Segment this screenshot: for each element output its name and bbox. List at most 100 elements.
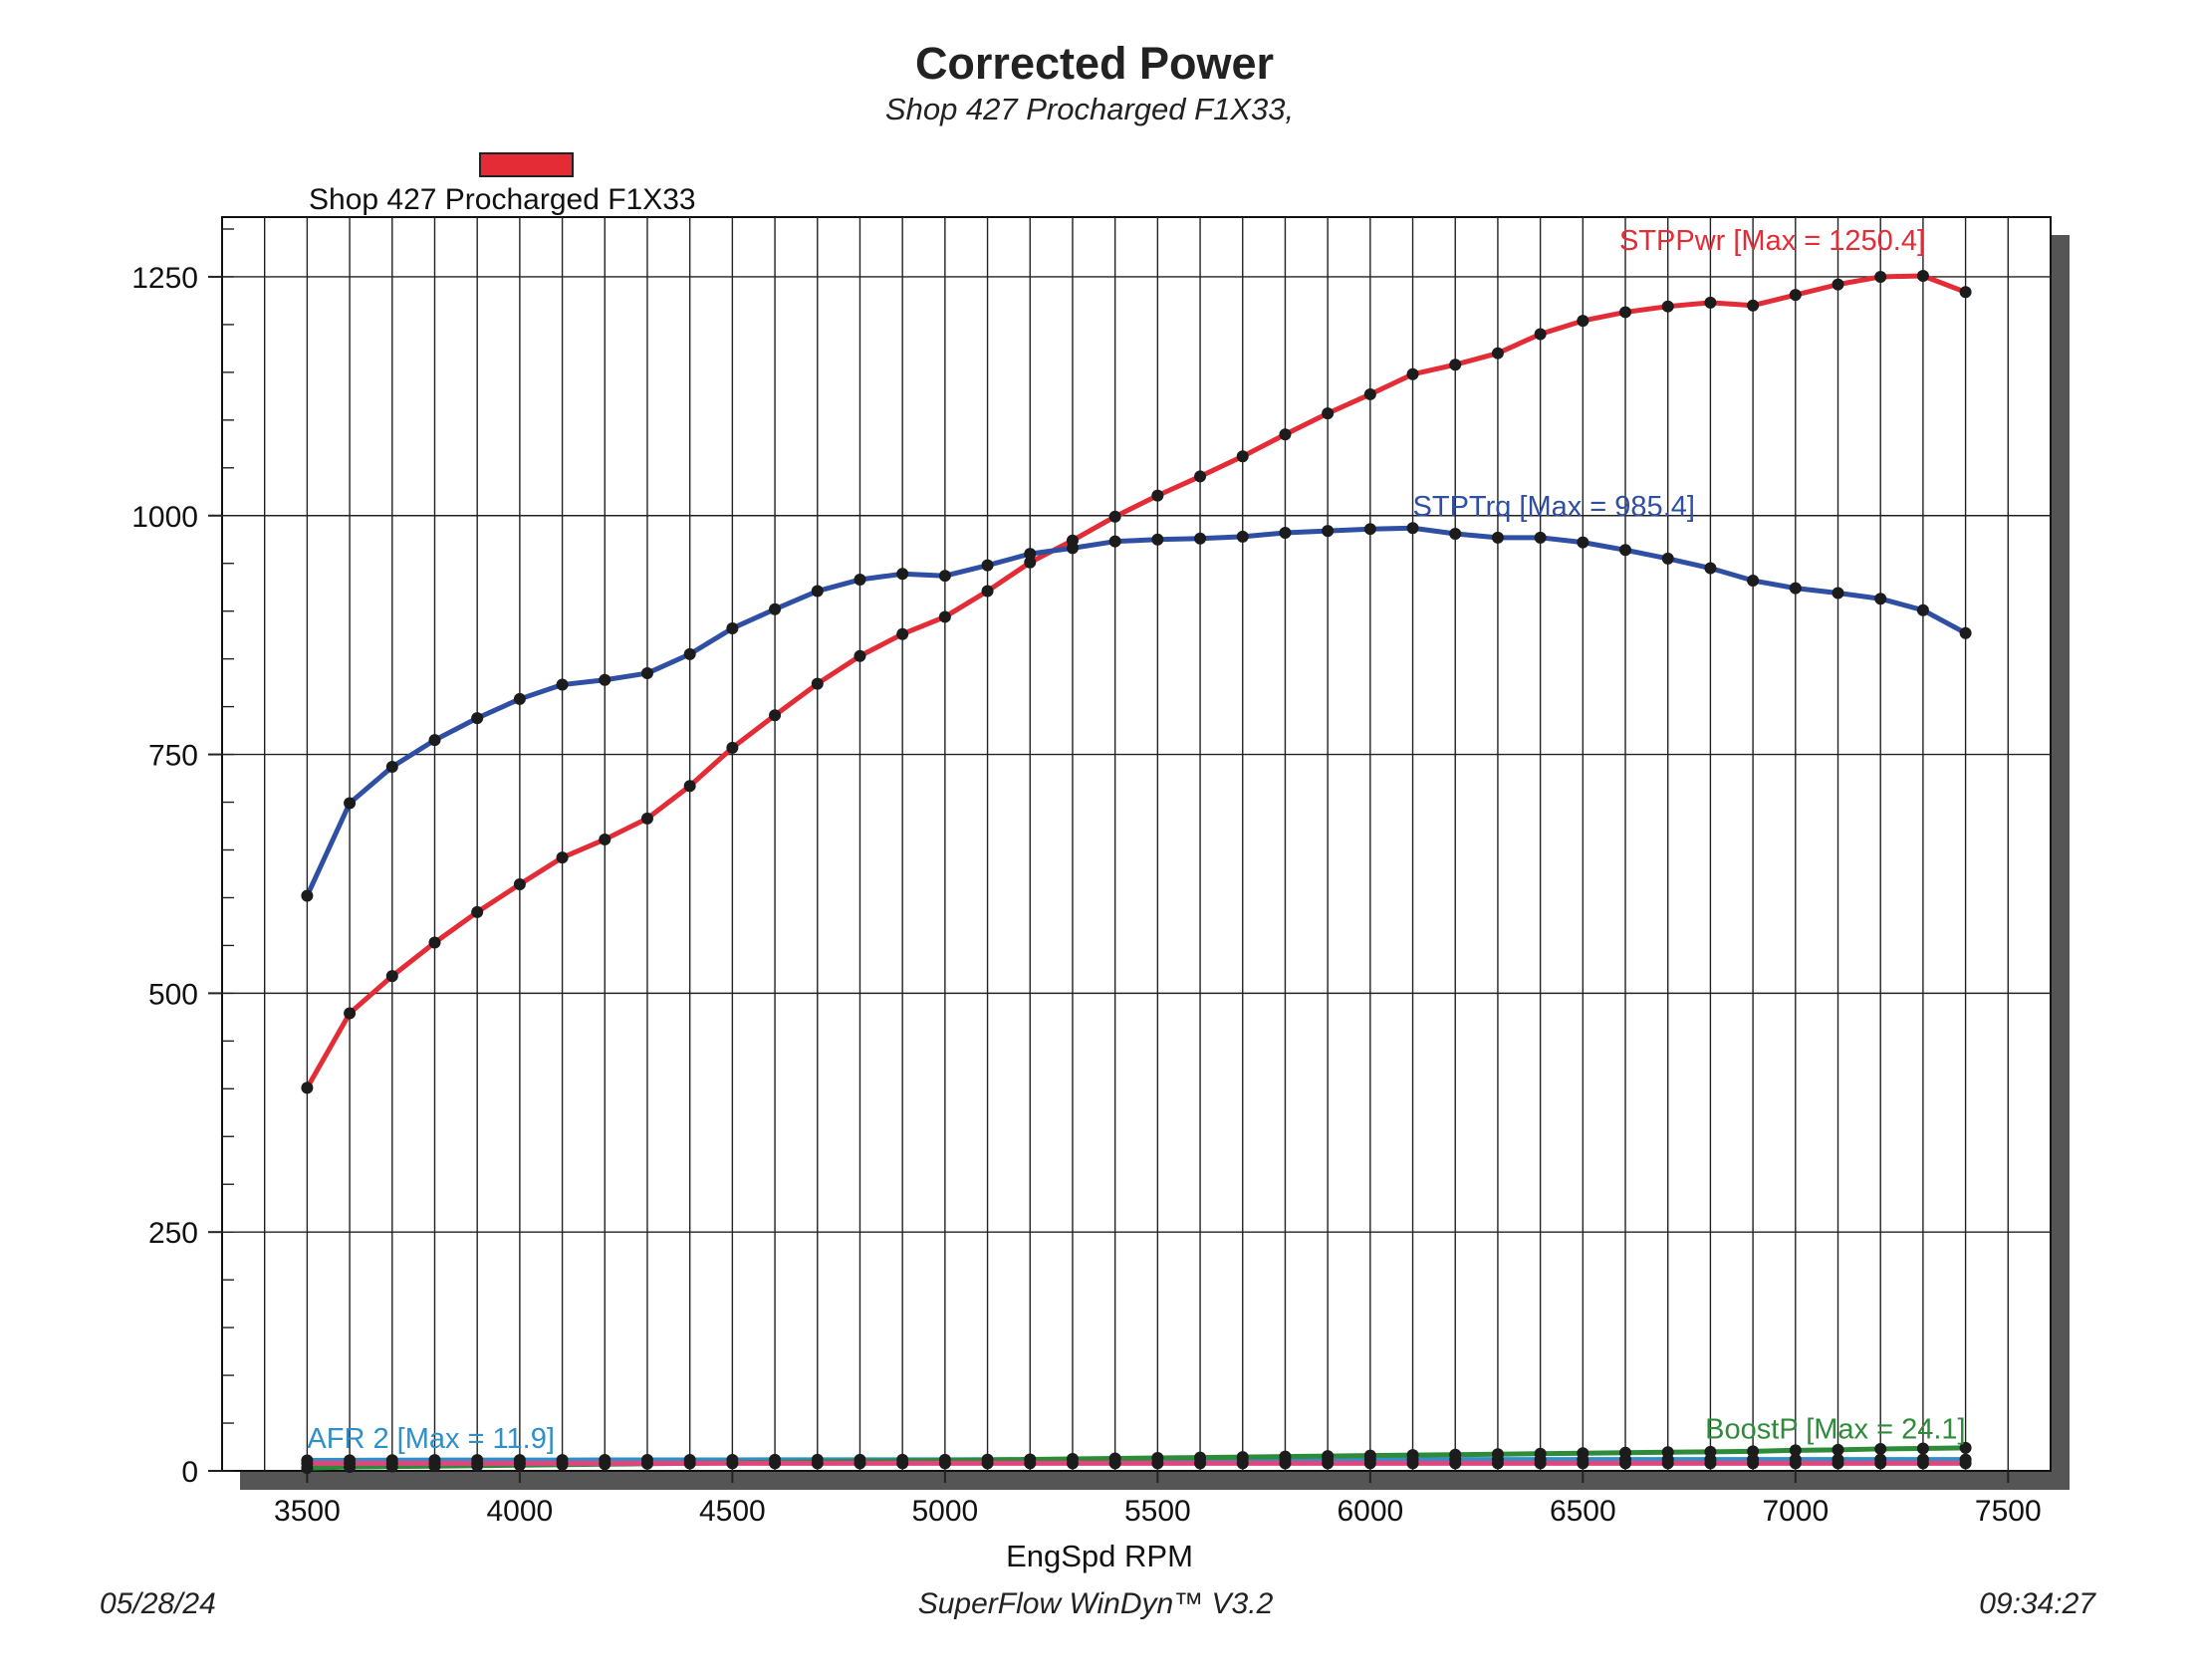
footer-date: 05/28/24 bbox=[100, 1587, 216, 1620]
data-point-low-trace bbox=[1661, 1457, 1674, 1470]
data-point-stptrq bbox=[1789, 582, 1802, 595]
data-point-stptrq bbox=[428, 734, 441, 747]
data-point-boostp bbox=[1747, 1445, 1760, 1458]
data-point-low-trace bbox=[1577, 1457, 1589, 1470]
data-point-low-trace bbox=[1363, 1457, 1376, 1470]
data-point-boostp bbox=[1577, 1447, 1589, 1460]
data-point-low-trace bbox=[1279, 1457, 1292, 1470]
data-point-stptrq bbox=[1704, 562, 1717, 575]
data-point-low-trace bbox=[1789, 1457, 1802, 1470]
x-tick-label: 7000 bbox=[1762, 1495, 1829, 1528]
data-point-stppwr bbox=[1874, 270, 1887, 283]
data-point-boostp bbox=[1491, 1448, 1504, 1461]
data-point-low-trace bbox=[896, 1457, 909, 1470]
y-tick-label: 500 bbox=[148, 978, 198, 1011]
data-point-low-trace bbox=[1108, 1457, 1121, 1470]
data-point-stptrq bbox=[854, 574, 866, 587]
x-tick-label: 5000 bbox=[911, 1495, 978, 1528]
data-point-stppwr bbox=[1406, 367, 1419, 380]
data-point-stptrq bbox=[1449, 527, 1462, 540]
data-point-low-trace bbox=[981, 1457, 994, 1470]
data-point-stppwr bbox=[1236, 450, 1249, 463]
x-tick-label: 5500 bbox=[1124, 1495, 1191, 1528]
series-line-stptrq bbox=[305, 525, 1967, 897]
data-point-stptrq bbox=[1363, 523, 1376, 536]
series bbox=[301, 269, 1972, 1475]
data-point-stptrq bbox=[556, 678, 569, 691]
data-point-stptrq bbox=[1194, 532, 1207, 545]
data-point-stptrq bbox=[938, 570, 951, 583]
data-point-low-trace bbox=[1322, 1457, 1335, 1470]
data-point-stptrq bbox=[1322, 525, 1335, 538]
data-point-boostp bbox=[1661, 1446, 1674, 1459]
data-point-stppwr bbox=[599, 833, 611, 845]
legend-swatch bbox=[479, 152, 574, 177]
annotations: STPPwr [Max = 1250.4] STPTrq [Max = 985.4… bbox=[307, 225, 1965, 1455]
data-point-low-trace bbox=[1491, 1457, 1504, 1470]
data-point-stptrq bbox=[1108, 535, 1121, 548]
data-point-stptrq bbox=[385, 761, 398, 774]
data-point-stppwr bbox=[1832, 278, 1844, 291]
data-point-stptrq bbox=[1874, 593, 1887, 605]
data-point-low-trace bbox=[726, 1457, 739, 1470]
data-point-stppwr bbox=[1491, 347, 1504, 360]
plot-area bbox=[221, 216, 2052, 1472]
data-point-boostp bbox=[1619, 1446, 1632, 1459]
data-point-boostp bbox=[1959, 1441, 1972, 1454]
data-point-low-trace bbox=[1151, 1457, 1164, 1470]
data-point-stptrq bbox=[981, 559, 994, 572]
data-point-boostp bbox=[1789, 1444, 1802, 1457]
data-point-stppwr bbox=[896, 627, 909, 640]
data-point-low-trace bbox=[640, 1457, 653, 1470]
data-point-stppwr bbox=[1916, 269, 1929, 282]
data-point-stptrq bbox=[769, 602, 782, 615]
data-point-low-trace bbox=[1619, 1457, 1632, 1470]
data-point-boostp bbox=[1449, 1448, 1462, 1461]
data-point-stptrq bbox=[1066, 542, 1079, 555]
data-point-boostp bbox=[1534, 1447, 1547, 1460]
data-point-low-trace bbox=[428, 1457, 441, 1470]
data-point-stptrq bbox=[896, 568, 909, 581]
series-annotation-boostp: BoostP [Max = 24.1] bbox=[1705, 1413, 1965, 1445]
data-point-stptrq bbox=[1491, 531, 1504, 544]
y-tick-label: 250 bbox=[148, 1217, 198, 1250]
data-point-stppwr bbox=[1661, 300, 1674, 313]
y-tick-label: 1250 bbox=[131, 262, 198, 295]
data-point-boostp bbox=[1874, 1442, 1887, 1455]
data-point-low-trace bbox=[513, 1457, 526, 1470]
data-point-stppwr bbox=[385, 970, 398, 983]
data-point-stppwr bbox=[1789, 289, 1802, 302]
y-tick-label: 0 bbox=[181, 1456, 198, 1489]
series-annotation-stppwr: STPPwr [Max = 1250.4] bbox=[1619, 225, 1925, 257]
data-point-low-trace bbox=[385, 1457, 398, 1470]
data-point-stppwr bbox=[556, 851, 569, 864]
data-point-stptrq bbox=[1747, 574, 1760, 587]
x-tick-label: 7500 bbox=[1975, 1495, 2042, 1528]
data-point-stppwr bbox=[1959, 286, 1972, 299]
data-point-stppwr bbox=[981, 585, 994, 598]
data-point-low-trace bbox=[683, 1457, 696, 1470]
data-point-stptrq bbox=[1024, 548, 1037, 561]
y-tick-label: 750 bbox=[148, 740, 198, 773]
footer-app: SuperFlow WinDyn™ V3.2 bbox=[917, 1587, 1274, 1620]
data-point-stptrq bbox=[344, 797, 357, 810]
data-point-stptrq bbox=[640, 667, 653, 680]
data-point-stptrq bbox=[471, 712, 484, 725]
grid bbox=[222, 217, 2051, 1471]
series-line-stppwr bbox=[305, 273, 1967, 1089]
ticks: 0 250 500 750 1000 1250 3500 4000 4500 5000 5500 60… bbox=[131, 228, 2042, 1528]
data-point-stppwr bbox=[1322, 407, 1335, 420]
x-tick-label: 3500 bbox=[274, 1495, 341, 1528]
chart-title: Corrected Power bbox=[914, 38, 1275, 89]
data-point-stppwr bbox=[1534, 328, 1547, 341]
data-point-stptrq bbox=[1151, 533, 1164, 546]
data-point-stptrq bbox=[683, 647, 696, 660]
data-point-stppwr bbox=[301, 1081, 314, 1094]
x-axis-label: EngSpd RPM bbox=[1006, 1539, 1193, 1573]
data-point-stppwr bbox=[1747, 299, 1760, 312]
data-point-stppwr bbox=[640, 812, 653, 825]
y-tick-label: 1000 bbox=[131, 501, 198, 534]
data-point-low-trace bbox=[769, 1457, 782, 1470]
data-point-low-trace bbox=[1194, 1457, 1207, 1470]
